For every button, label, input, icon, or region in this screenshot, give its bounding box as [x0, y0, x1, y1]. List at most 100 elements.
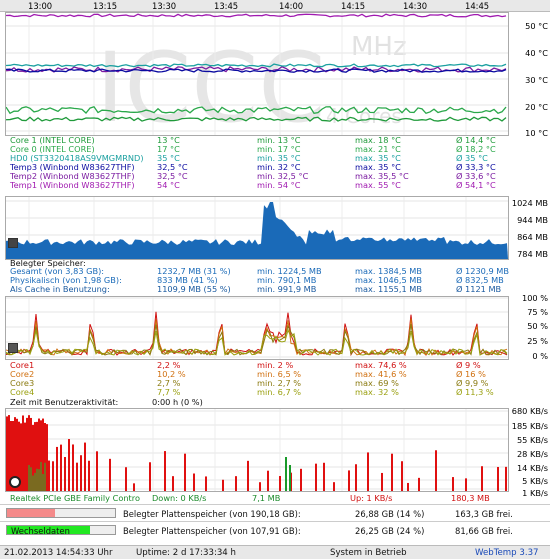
- network-down-total: 7,1 MB: [252, 493, 281, 503]
- status-bar: 21.02.2013 14:54:33 Uhr Uptime: 2 d 17:3…: [0, 545, 550, 559]
- upload-bar: [267, 470, 269, 491]
- legend-min: min. 790,1 MB: [257, 275, 317, 285]
- disk-label: Wechseldaten: [11, 526, 70, 536]
- legend-name: Physikalisch (von 1,98 GB):: [10, 275, 122, 285]
- upload-bar: [315, 463, 317, 491]
- legend-min: min. 32 °C: [257, 162, 301, 172]
- status-uptime: Uptime: 2 d 17:33:34 h: [136, 548, 236, 558]
- upload-bar: [26, 417, 28, 491]
- separator: [0, 521, 550, 522]
- memory-plot: [6, 197, 508, 259]
- upload-bar: [193, 473, 195, 491]
- legend-row: Gesamt (von 3,83 GB): 1232,7 MB (31 %) min…: [5, 266, 509, 276]
- download-bar: [289, 465, 291, 491]
- network-plot: [6, 409, 508, 491]
- legend-row: Temp3 (Winbond W83627THF) 32,5 °C min. 32 …: [5, 163, 505, 172]
- download-bar: [44, 462, 46, 491]
- legend-avg: Ø 1121 MB: [456, 284, 502, 294]
- cpu-axis-tick: 75 %: [527, 307, 548, 317]
- legend-avg: Ø 33,3 °C: [456, 162, 496, 172]
- legend-avg: Ø 9,9 %: [456, 378, 489, 388]
- legend-min: min. 13 °C: [257, 135, 301, 145]
- upload-bar: [435, 450, 437, 491]
- net-axis-tick: 1 KB/s: [522, 488, 548, 498]
- disk-free: 163,3 GB frei.: [455, 509, 513, 519]
- temp-axis-tick: 40 °C: [525, 48, 548, 58]
- upload-bar: [381, 472, 383, 491]
- legend-max: max. 41,6 %: [355, 369, 407, 379]
- legend-avg: Ø 33,6 °C: [456, 171, 496, 181]
- legend-row: HD0 (ST3320418AS9VMGMRND) 35 °C min. 35 °C…: [5, 154, 505, 163]
- network-adapter: Realtek PCIe GBE Family Contro: [10, 493, 140, 503]
- upload-bar: [465, 478, 467, 491]
- upload-bar: [40, 420, 42, 491]
- upload-bar: [109, 458, 111, 491]
- upload-bar: [88, 460, 90, 491]
- legend-name: Core4: [10, 387, 35, 397]
- net-axis-tick: 5 KB/s: [522, 476, 548, 486]
- legend-min: min. 17 °C: [257, 144, 301, 154]
- upload-bar: [407, 482, 409, 491]
- upload-bar: [452, 477, 454, 491]
- upload-bar: [30, 417, 32, 491]
- upload-bar: [60, 444, 62, 491]
- network-chart: [5, 408, 509, 492]
- net-axis-tick: 185 KB/s: [511, 421, 548, 431]
- legend-avg: Ø 11,3 %: [456, 387, 494, 397]
- temp-axis-tick: 50 °C: [525, 21, 548, 31]
- disk-usage-bar: [6, 525, 116, 535]
- upload-bar: [46, 424, 48, 491]
- temp-axis-tick: 10 °C: [525, 128, 548, 138]
- cpu-axis-tick: 25 %: [527, 336, 548, 346]
- upload-bar: [418, 477, 420, 491]
- upload-bar: [367, 452, 369, 491]
- memory-legend: Gesamt (von 3,83 GB): 1232,7 MB (31 %) min…: [5, 267, 509, 295]
- upload-bar: [36, 421, 38, 491]
- cpu-axis-tick: 50 %: [527, 321, 548, 331]
- legend-max: max. 21 °C: [355, 144, 401, 154]
- upload-bar: [44, 422, 46, 491]
- cpu-chart: [5, 296, 509, 360]
- legend-name: Gesamt (von 3,83 GB):: [10, 266, 105, 276]
- watermark-cores: 4 Cores: [326, 104, 402, 128]
- cpu-plot: [5, 297, 508, 359]
- cpu-axis-tick: 100 %: [521, 293, 548, 303]
- legend-max: max. 32 %: [355, 387, 399, 397]
- upload-bar: [64, 457, 66, 491]
- network-up-total: 180,3 MB: [451, 493, 490, 503]
- separator: [0, 504, 550, 505]
- timeline-label: 14:00: [279, 1, 304, 11]
- legend-avg: Ø 14,4 °C: [456, 135, 496, 145]
- cpu-legend: Core1 2,2 % min. 2 % max. 74,6 % Ø 9 % Core2 1…: [5, 361, 509, 399]
- memory-chip-icon: [8, 238, 18, 248]
- legend-cur: 13 °C: [157, 135, 180, 145]
- net-axis-tick: 680 KB/s: [511, 406, 548, 416]
- legend-row: Core1 2,2 % min. 2 % max. 74,6 % Ø 9 %: [5, 361, 505, 370]
- legend-name: Temp1 (Winbond W83627THF): [10, 180, 135, 190]
- upload-bar: [172, 476, 174, 491]
- memory-chart: [5, 196, 509, 260]
- legend-cur: 1109,9 MB (55 %): [157, 284, 231, 294]
- download-bar: [36, 468, 38, 491]
- legend-max: max. 55 °C: [355, 180, 401, 190]
- upload-bar: [205, 476, 207, 491]
- legend-max: max. 1155,1 MB: [355, 284, 422, 294]
- legend-cur: 17 °C: [157, 144, 180, 154]
- upload-bar: [22, 415, 24, 491]
- legend-max: max. 1046,5 MB: [355, 275, 422, 285]
- upload-bar: [20, 423, 22, 491]
- app-name-link[interactable]: WebTemp 3.37: [475, 548, 539, 558]
- cpu-core-line: [5, 328, 508, 356]
- network-antenna-icon: [9, 476, 21, 488]
- network-axis: 680 KB/s 185 KB/s 55 KB/s 28 KB/s 14 KB/…: [511, 406, 550, 498]
- net-axis-tick: 28 KB/s: [516, 449, 548, 459]
- mem-axis-tick: 864 MB: [517, 232, 548, 242]
- disk-free: 81,66 GB frei.: [455, 526, 513, 536]
- watermark-unit: MHz: [351, 32, 407, 62]
- disk-used: 26,25 GB (24 %): [355, 526, 425, 536]
- download-bar: [28, 465, 30, 491]
- status-state: System in Betrieb: [330, 548, 407, 558]
- upload-bar: [84, 442, 86, 491]
- timeline-label: 14:15: [341, 1, 366, 11]
- legend-cur: 833 MB (41 %): [157, 275, 218, 285]
